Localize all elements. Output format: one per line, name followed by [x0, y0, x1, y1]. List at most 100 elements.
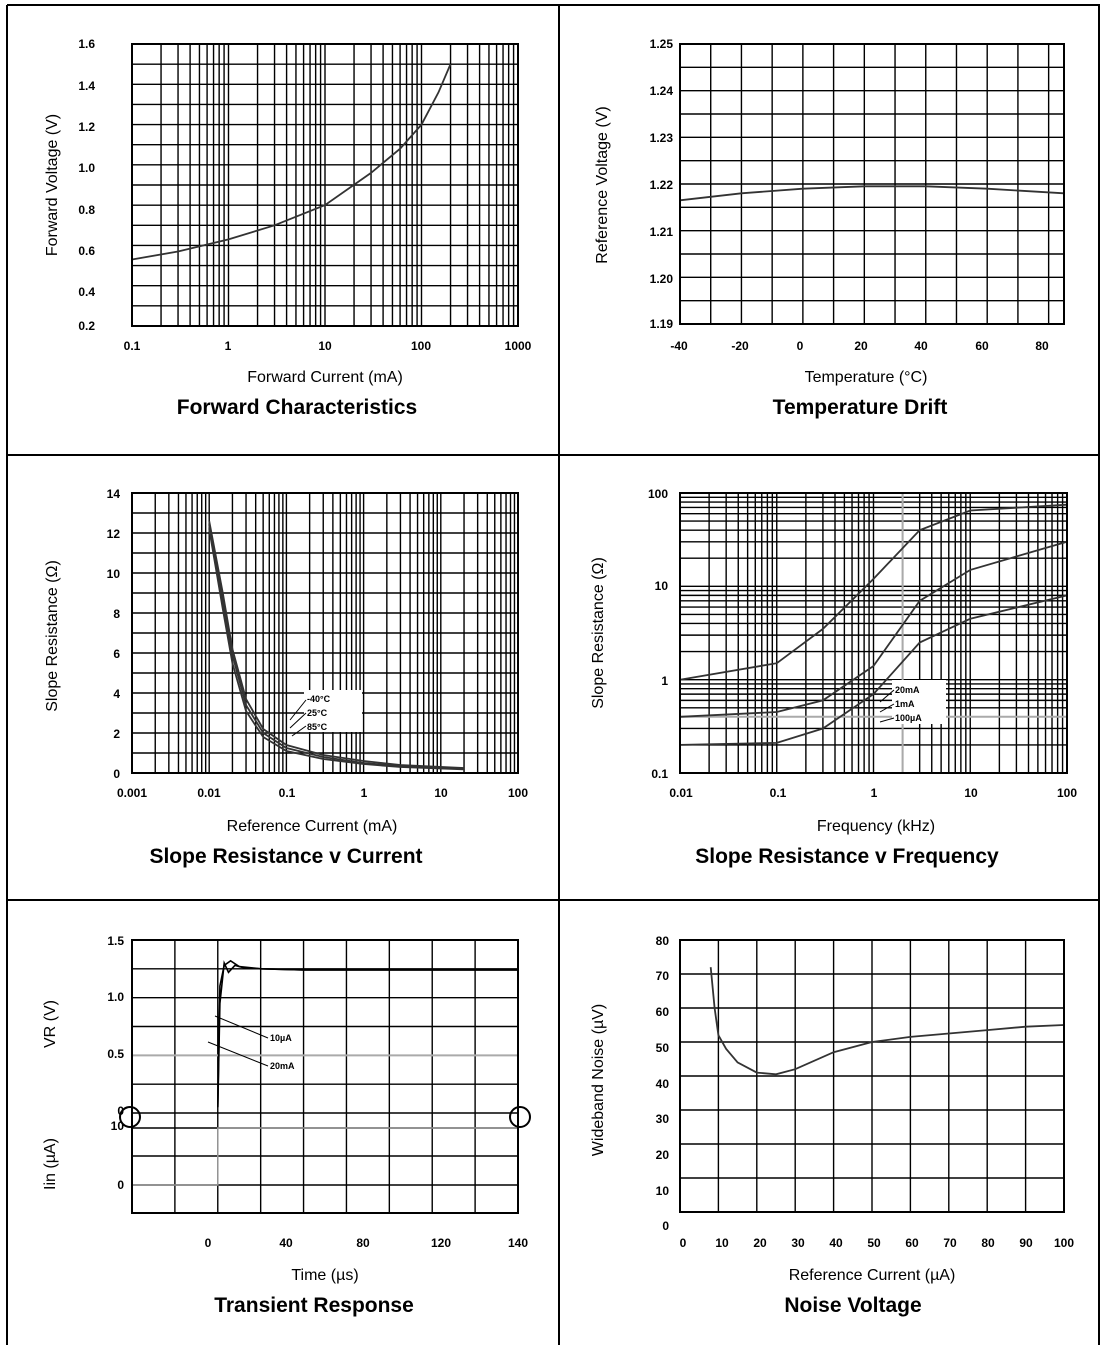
- x-tick-label: 10: [715, 1236, 729, 1250]
- series-label-100ua: 100µA: [895, 713, 922, 723]
- x-tick-label: 40: [914, 339, 928, 353]
- x-tick-label: 60: [975, 339, 989, 353]
- x-tick-label: 0.1: [279, 786, 296, 800]
- x-tick-label: 1: [361, 786, 368, 800]
- y-axis-label-bottom: Iin (µA): [42, 1138, 59, 1190]
- x-tick-label: 70: [943, 1236, 957, 1250]
- y-tick-label: 4: [113, 687, 120, 701]
- chart-title: Slope Resistance v Frequency: [695, 845, 999, 868]
- y-axis-label: Wideband Noise (µV): [590, 1004, 607, 1156]
- y-tick-label: 0.8: [78, 203, 95, 217]
- y-tick-label: 0: [662, 1219, 669, 1233]
- y-tick-label: 1.19: [650, 317, 674, 331]
- y-tick-label: 20: [656, 1148, 670, 1162]
- x-tick-label: 100: [1054, 1236, 1074, 1250]
- x-tick-label: 20: [753, 1236, 767, 1250]
- x-axis-label: Time (µs): [291, 1267, 358, 1284]
- y-tick-label: 10: [655, 579, 669, 593]
- x-tick-label: 0.1: [770, 786, 787, 800]
- y-tick-label: 1.23: [650, 131, 674, 145]
- series-label-1ma: 1mA: [895, 699, 915, 709]
- y-tick-label: 1.24: [650, 84, 674, 98]
- y-tick-label: 1.6: [78, 37, 95, 51]
- plot-border: [131, 939, 519, 1214]
- series-line: [217, 959, 518, 1108]
- chart-temperature-drift: Reference Voltage (V) Temperature (°C) T…: [594, 37, 1065, 419]
- chart-title: Transient Response: [214, 1294, 414, 1317]
- x-tick-label: 30: [791, 1236, 805, 1250]
- y-tick-label: 8: [113, 607, 120, 621]
- x-axis-label: Forward Current (mA): [247, 369, 403, 386]
- series-line: [208, 528, 465, 771]
- plot-border: [131, 492, 519, 774]
- y-tick-label: 10: [107, 567, 121, 581]
- series-line: [208, 520, 465, 769]
- annotation-box: [892, 680, 946, 724]
- x-axis-label: Reference Current (µA): [789, 1267, 956, 1284]
- x-tick-label: 1: [871, 786, 878, 800]
- series-line: [217, 960, 518, 1108]
- x-tick-label: 80: [981, 1236, 995, 1250]
- series-line: [679, 594, 1068, 746]
- y-tick-label: 0.2: [78, 319, 95, 333]
- y-tick-label: 1.0: [78, 161, 95, 175]
- y-axis-label: Reference Voltage (V): [594, 106, 611, 263]
- y-tick-label: 1.20: [650, 272, 674, 286]
- chart-title: Noise Voltage: [784, 1294, 921, 1317]
- series-line: [709, 967, 1065, 1076]
- x-axis-label: Reference Current (mA): [227, 818, 398, 835]
- series-label-minus40: -40°C: [307, 694, 331, 704]
- input-current-line: [132, 1127, 518, 1186]
- series-label-25: 25°C: [307, 708, 328, 718]
- axis-break-left: [119, 1106, 142, 1128]
- x-tick-label: 50: [867, 1236, 881, 1250]
- x-tick-label: 0.1: [124, 339, 141, 353]
- series-line: [208, 524, 465, 770]
- x-tick-label: 20: [854, 339, 868, 353]
- y-axis-label-top: VR (V): [42, 1000, 59, 1048]
- series-label-20ma: 20mA: [895, 685, 920, 695]
- x-tick-label: 0: [680, 1236, 687, 1250]
- axis-break-right: [509, 1106, 532, 1128]
- x-tick-label: 80: [356, 1236, 370, 1250]
- plot-border: [679, 939, 1065, 1213]
- chart-title: Slope Resistance v Current: [149, 845, 422, 868]
- y-tick-label: 0: [117, 1178, 124, 1192]
- y-tick-label: 0.4: [78, 285, 95, 299]
- x-tick-label: 0.01: [669, 786, 693, 800]
- x-tick-label: 10: [318, 339, 332, 353]
- y-tick-label: 1.4: [78, 79, 95, 93]
- x-tick-label: 60: [905, 1236, 919, 1250]
- x-tick-label: 100: [508, 786, 528, 800]
- y-tick-label: 0.5: [107, 1047, 124, 1061]
- x-axis-label: Frequency (kHz): [817, 818, 935, 835]
- x-tick-label: 40: [829, 1236, 843, 1250]
- series-line: [679, 540, 1068, 718]
- chart-slope-resistance-v-current: Slope Resistance (Ω) Reference Current (…: [44, 487, 528, 868]
- y-axis-label: Slope Resistance (Ω): [590, 557, 607, 709]
- y-tick-label: 1.22: [650, 178, 674, 192]
- y-tick-label: 1.25: [650, 37, 674, 51]
- chart-slope-resistance-v-frequency: Slope Resistance (Ω) Frequency (kHz) Slo…: [590, 487, 1077, 868]
- x-tick-label: 10: [964, 786, 978, 800]
- x-axis-label: Temperature (°C): [805, 369, 928, 386]
- y-tick-label: 0: [113, 767, 120, 781]
- y-tick-label: 0.6: [78, 244, 95, 258]
- series-line: [679, 185, 1065, 202]
- x-tick-label: 100: [411, 339, 431, 353]
- chart-forward-characteristics: Forward Voltage (V) Forward Current (mA)…: [44, 37, 532, 419]
- x-tick-label: 90: [1019, 1236, 1033, 1250]
- y-tick-label: 50: [656, 1041, 670, 1055]
- annotation-leader: [879, 717, 895, 723]
- plot-border: [131, 43, 519, 327]
- y-tick-label: 10: [656, 1184, 670, 1198]
- annotation-leader: [214, 1015, 269, 1039]
- y-tick-label: 70: [656, 969, 670, 983]
- x-tick-label: 1: [225, 339, 232, 353]
- x-tick-label: 140: [508, 1236, 528, 1250]
- plot-border: [679, 43, 1065, 325]
- chart-title: Forward Characteristics: [177, 396, 417, 419]
- x-tick-label: 10: [434, 786, 448, 800]
